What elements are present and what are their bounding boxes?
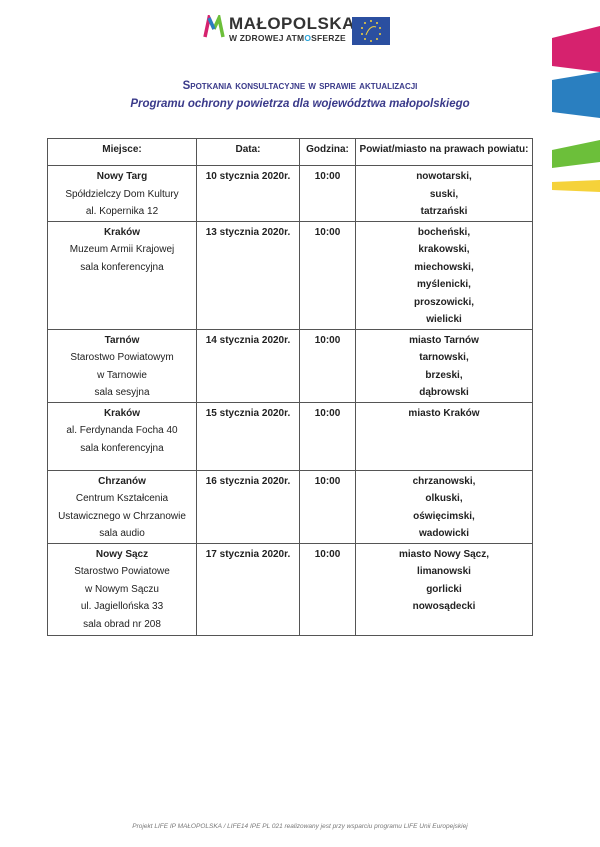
date-cell: 13 stycznia 2020r.: [196, 220, 300, 330]
city: Kraków: [103, 226, 141, 238]
blue-shape: [552, 72, 600, 118]
title-line-1: Spotkania konsultacyjne w sprawie aktual…: [182, 80, 418, 92]
place-cell: Kraków al. Ferdynanda Focha 40 sala konfer…: [47, 401, 197, 471]
county: gorlicki: [426, 583, 462, 595]
city: Nowy Targ: [96, 171, 148, 182]
county: wielicki: [426, 314, 462, 325]
city: Nowy Sącz: [95, 548, 149, 560]
county-cell: miasto Kraków: [355, 401, 533, 471]
county: nowotarski,: [416, 171, 472, 182]
county: tarnowski,: [419, 352, 469, 363]
county: dąbrowski: [419, 387, 469, 398]
county: oświęcimski,: [413, 510, 475, 522]
venue-line: Starostwo Powiatowym: [70, 352, 174, 363]
venue-line: w Tarnowie: [97, 369, 147, 381]
date-cell: 16 stycznia 2020r.: [196, 469, 300, 544]
county: nowosądecki: [412, 601, 476, 612]
city: Kraków: [103, 407, 141, 419]
venue-line: Starostwo Powiatowe: [74, 566, 170, 577]
time-cell: 10:00: [299, 401, 356, 471]
county: suski,: [429, 188, 459, 200]
county-cell: miasto Tarnów tarnowski, brzeski, dąbrowski: [355, 328, 533, 403]
county: tatrzański: [420, 206, 468, 217]
venue-line: w Nowym Sączu: [85, 583, 159, 595]
county: miasto Kraków: [408, 407, 480, 419]
table-row: Nowy Targ Spółdzielczy Dom Kultury al. Kop…: [47, 165, 533, 222]
logo-tagline: W ZDROWEJ ATMOSFERZE: [229, 33, 346, 43]
yellow-shape: [552, 180, 600, 192]
magenta-shape: [552, 26, 600, 72]
county: myślenicki,: [417, 279, 471, 290]
venue-line: Spółdzielczy Dom Kultury: [65, 188, 179, 200]
county-cell: bocheński, krakowski, miechowski, myślenick…: [355, 220, 533, 330]
place-cell: Tarnów Starostwo Powiatowym w Tarnowie sala…: [47, 328, 197, 403]
eu-life-logo: [352, 17, 390, 45]
county: limanowski: [417, 566, 471, 577]
footer-note: Projekt LIFE IP MAŁOPOLSKA / LIFE14 IPE …: [132, 823, 468, 830]
venue-line: sala konferencyjna: [80, 261, 164, 273]
county: miechowski,: [414, 261, 474, 273]
date-cell: 17 stycznia 2020r.: [196, 542, 300, 636]
date-cell: 14 stycznia 2020r.: [196, 328, 300, 403]
county: olkuski,: [425, 493, 463, 504]
county: proszowicki,: [413, 296, 474, 308]
header-place: Miejsce:: [47, 138, 197, 166]
county-cell: chrzanowski, olkuski, oświęcimski, wadowick…: [355, 469, 533, 544]
venue-line: Ustawicznego w Chrzanowie: [58, 510, 186, 522]
venue-line: sala obrad nr 208: [83, 618, 161, 630]
county: bocheński,: [417, 226, 471, 238]
venue-line: al. Ferdynanda Focha 40: [66, 425, 178, 436]
table-row: Tarnów Starostwo Powiatowym w Tarnowie sala…: [47, 328, 533, 403]
meetings-table: Miejsce: Data: Godzina: Powiat/miasto na…: [47, 138, 533, 636]
title-line-2: Programu ochrony powietrza dla województ…: [130, 98, 470, 110]
malopolska-logo: MAŁOPOLSKA W ZDROWEJ ATMOSFERZE: [203, 15, 355, 43]
header-date: Data:: [196, 138, 300, 166]
venue-line: ul. Jagiellońska 33: [80, 601, 164, 612]
table-row: Nowy Sącz Starostwo Powiatowe w Nowym Sącz…: [47, 542, 533, 636]
city: Chrzanów: [98, 475, 146, 487]
county: miasto Nowy Sącz,: [398, 548, 490, 560]
malopolska-m-icon: [203, 15, 225, 38]
county: brzeski,: [425, 369, 463, 381]
venue-line: Muzeum Armii Krajowej: [69, 244, 175, 255]
green-shape: [552, 140, 600, 168]
venue-line: sala audio: [99, 528, 145, 539]
time-cell: 10:00: [299, 328, 356, 403]
place-cell: Nowy Targ Spółdzielczy Dom Kultury al. Kop…: [47, 165, 197, 222]
time-cell: 10:00: [299, 469, 356, 544]
table-header-row: Miejsce: Data: Godzina: Powiat/miasto na…: [47, 138, 533, 166]
eu-stars-icon: [361, 20, 381, 42]
header-time: Godzina:: [299, 138, 356, 166]
county-cell: miasto Nowy Sącz, limanowski gorlicki nowos…: [355, 542, 533, 636]
county: miasto Tarnów: [409, 334, 479, 346]
logo-name: MAŁOPOLSKA: [229, 14, 355, 33]
county: krakowski,: [418, 244, 470, 255]
county: wadowicki: [418, 528, 469, 539]
decorative-color-shapes: [552, 26, 600, 192]
time-cell: 10:00: [299, 542, 356, 636]
table-row: Chrzanów Centrum Kształcenia Ustawicznego …: [47, 469, 533, 544]
venue-line: sala konferencyjna: [80, 442, 164, 454]
county: chrzanowski,: [412, 475, 476, 487]
time-cell: 10:00: [299, 220, 356, 330]
place-cell: Chrzanów Centrum Kształcenia Ustawicznego …: [47, 469, 197, 544]
table-row: Kraków al. Ferdynanda Focha 40 sala konfer…: [47, 401, 533, 471]
venue-line: al. Kopernika 12: [85, 206, 159, 217]
table-row: Kraków Muzeum Armii Krajowej sala konferen…: [47, 220, 533, 330]
date-cell: 15 stycznia 2020r.: [196, 401, 300, 471]
place-cell: Kraków Muzeum Armii Krajowej sala konferen…: [47, 220, 197, 330]
venue-line: sala sesyjna: [94, 387, 150, 398]
venue-line: Centrum Kształcenia: [75, 493, 169, 504]
place-cell: Nowy Sącz Starostwo Powiatowe w Nowym Sącz…: [47, 542, 197, 636]
date-cell: 10 stycznia 2020r.: [196, 165, 300, 222]
city: Tarnów: [104, 334, 140, 346]
time-cell: 10:00: [299, 165, 356, 222]
header-county: Powiat/miasto na prawach powiatu:: [355, 138, 533, 166]
county-cell: nowotarski, suski, tatrzański: [355, 165, 533, 222]
